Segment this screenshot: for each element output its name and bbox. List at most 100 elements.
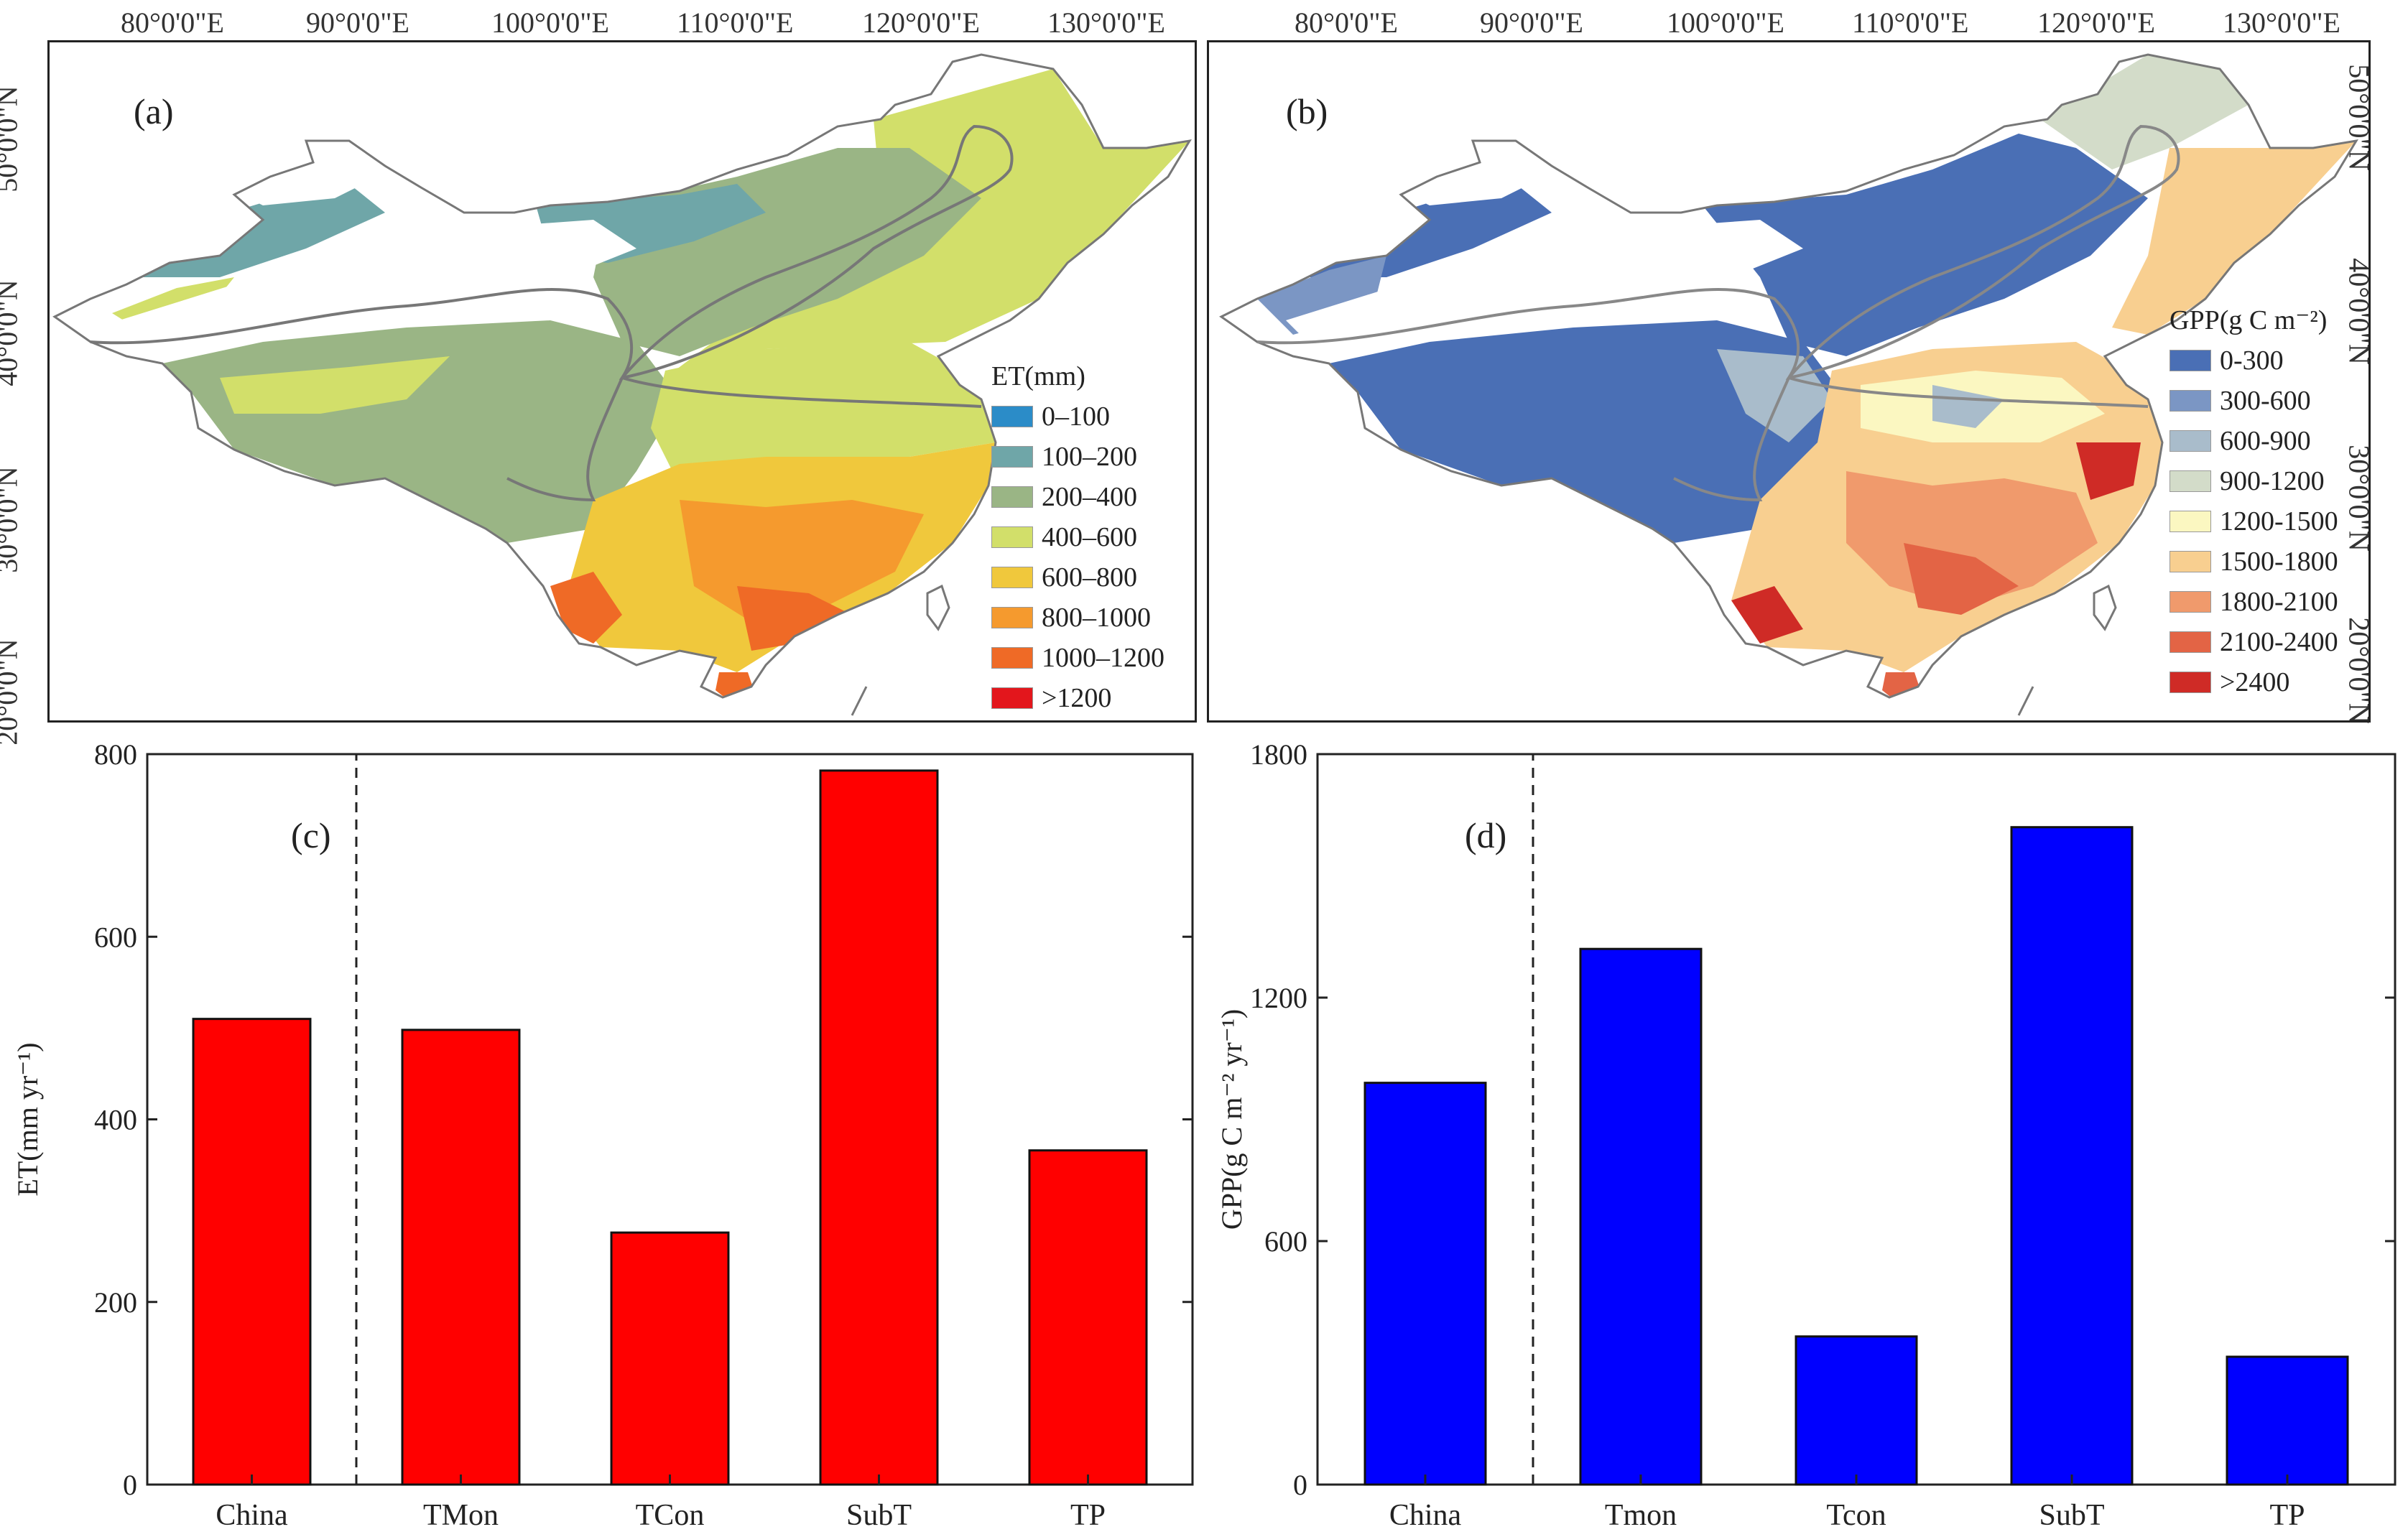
legend-label: 800–1000 xyxy=(1042,603,1151,633)
y-tick-label: 600 xyxy=(1264,1225,1307,1258)
x-tick-label: Tcon xyxy=(1826,1499,1886,1532)
legend-swatch xyxy=(2169,470,2211,492)
legend-label: 1500-1800 xyxy=(2220,547,2338,577)
legend-swatch xyxy=(991,406,1033,427)
lon-label: 80°0'0"E xyxy=(1295,6,1398,39)
bar xyxy=(1028,1149,1148,1486)
y-tick-label: 0 xyxy=(1293,1469,1307,1501)
x-tick-label: China xyxy=(216,1499,288,1532)
legend-swatch xyxy=(2169,631,2211,653)
map-frame xyxy=(47,40,1197,723)
legend-item: 1500-1800 xyxy=(2169,542,2338,582)
legend-swatch xyxy=(991,486,1033,508)
map-legend: ET(mm) 0–100 100–200 200–400 400–600 600… xyxy=(991,356,1164,718)
legend-label: 300-600 xyxy=(2220,386,2311,416)
legend-item: 200–400 xyxy=(991,477,1164,517)
lon-label: 110°0'0"E xyxy=(677,6,794,39)
legend-item: 100–200 xyxy=(991,437,1164,477)
lon-label: 90°0'0"E xyxy=(1480,6,1583,39)
legend-label: >2400 xyxy=(2220,667,2290,697)
legend-swatch xyxy=(2169,430,2211,452)
x-tick-label: SubT xyxy=(2039,1499,2104,1532)
panel-label: (b) xyxy=(1286,91,1328,131)
legend-item: 1200-1500 xyxy=(2169,501,2338,542)
legend-swatch xyxy=(991,687,1033,709)
legend-title: ET(mm) xyxy=(991,361,1085,391)
et-bar-chart: 0 200 400 600 800 China TMon TCon SubT TP (c) ET(mm… xyxy=(11,738,1194,1532)
x-tick-label: TCon xyxy=(636,1499,705,1532)
lon-label: 120°0'0"E xyxy=(862,6,980,39)
legend-item: >2400 xyxy=(2169,662,2338,702)
y-tick-label: 1200 xyxy=(1250,982,1307,1014)
bar xyxy=(401,1028,521,1486)
legend-label: >1200 xyxy=(1042,683,1112,713)
legend-swatch xyxy=(2169,672,2211,693)
x-tick-label: China xyxy=(1389,1499,1462,1532)
x-tick-label: TP xyxy=(2269,1499,2305,1532)
legend-item: 2100-2400 xyxy=(2169,622,2338,662)
x-tick-label: TP xyxy=(1070,1499,1106,1532)
legend-label: 400–600 xyxy=(1042,522,1137,552)
x-tick-label: SubT xyxy=(846,1499,912,1532)
bar xyxy=(2226,1355,2349,1486)
legend-label: 200–400 xyxy=(1042,482,1137,512)
map-frame xyxy=(1207,40,2371,723)
lon-label: 100°0'0"E xyxy=(1667,6,1784,39)
lon-label: 100°0'0"E xyxy=(491,6,609,39)
panel-label: (a) xyxy=(134,91,174,131)
y-tick-label: 600 xyxy=(94,921,137,953)
y-tick-label: 0 xyxy=(123,1469,137,1501)
y-tick-label: 800 xyxy=(94,738,137,771)
legend-item: 1000–1200 xyxy=(991,638,1164,678)
legend-label: 1200-1500 xyxy=(2220,506,2338,537)
legend-swatch xyxy=(2169,591,2211,613)
legend-item: 400–600 xyxy=(991,517,1164,557)
legend-label: 2100-2400 xyxy=(2220,627,2338,657)
bar xyxy=(1795,1335,1918,1486)
gpp-bar-chart: 0 600 1200 1800 China Tmon Tcon SubT TP (d) GPP(g … xyxy=(1215,738,2397,1532)
legend-label: 900-1200 xyxy=(2220,466,2325,496)
lon-label: 130°0'0"E xyxy=(2223,6,2340,39)
legend-swatch xyxy=(2169,390,2211,412)
map-panel-b: 80°0'0"E 90°0'0"E 100°0'0"E 110°0'0"E 12… xyxy=(1207,0,2408,727)
panel-label: (d) xyxy=(1465,815,1506,855)
legend-swatch xyxy=(991,567,1033,588)
y-axis-label: GPP(g C m⁻² yr⁻¹) xyxy=(1215,1009,1248,1230)
y-tick-label: 400 xyxy=(94,1104,137,1136)
legend-swatch xyxy=(991,446,1033,468)
lat-label: 40°0'0"N xyxy=(0,279,24,386)
legend-label: 0–100 xyxy=(1042,401,1110,432)
map-legend: GPP(g C m⁻²) 0-300 300-600 600-900 900-1… xyxy=(2169,300,2338,702)
legend-title: GPP(g C m⁻²) xyxy=(2169,305,2328,335)
legend-swatch xyxy=(991,526,1033,548)
lon-label: 120°0'0"E xyxy=(2037,6,2155,39)
bar xyxy=(2010,826,2134,1486)
legend-swatch xyxy=(991,647,1033,669)
legend-item: >1200 xyxy=(991,678,1164,718)
y-axis-label: ET(mm yr⁻¹) xyxy=(11,1042,44,1196)
legend-item: 600–800 xyxy=(991,557,1164,598)
bar xyxy=(610,1231,730,1486)
bar xyxy=(192,1018,312,1486)
legend-swatch xyxy=(2169,511,2211,532)
x-tick-label: TMon xyxy=(423,1499,499,1532)
legend-swatch xyxy=(991,607,1033,628)
panel-label: (c) xyxy=(291,815,331,855)
legend-item: 300-600 xyxy=(2169,381,2338,421)
lon-label: 110°0'0"E xyxy=(1852,6,1969,39)
legend-swatch xyxy=(2169,350,2211,371)
legend-label: 0-300 xyxy=(2220,345,2284,376)
legend-item: 900-1200 xyxy=(2169,461,2338,501)
legend-label: 600-900 xyxy=(2220,426,2311,456)
lat-label: 30°0'0"N xyxy=(0,466,24,573)
y-tick-label: 200 xyxy=(94,1286,137,1319)
lon-label: 80°0'0"E xyxy=(121,6,224,39)
legend-item: 1800-2100 xyxy=(2169,582,2338,622)
bar xyxy=(1363,1082,1487,1486)
y-tick-label: 1800 xyxy=(1250,738,1307,771)
bar xyxy=(1579,947,1703,1486)
legend-swatch xyxy=(2169,551,2211,572)
lat-label: 50°0'0"N xyxy=(0,85,24,192)
x-tick-label: Tmon xyxy=(1605,1499,1677,1532)
lon-label: 130°0'0"E xyxy=(1047,6,1165,39)
